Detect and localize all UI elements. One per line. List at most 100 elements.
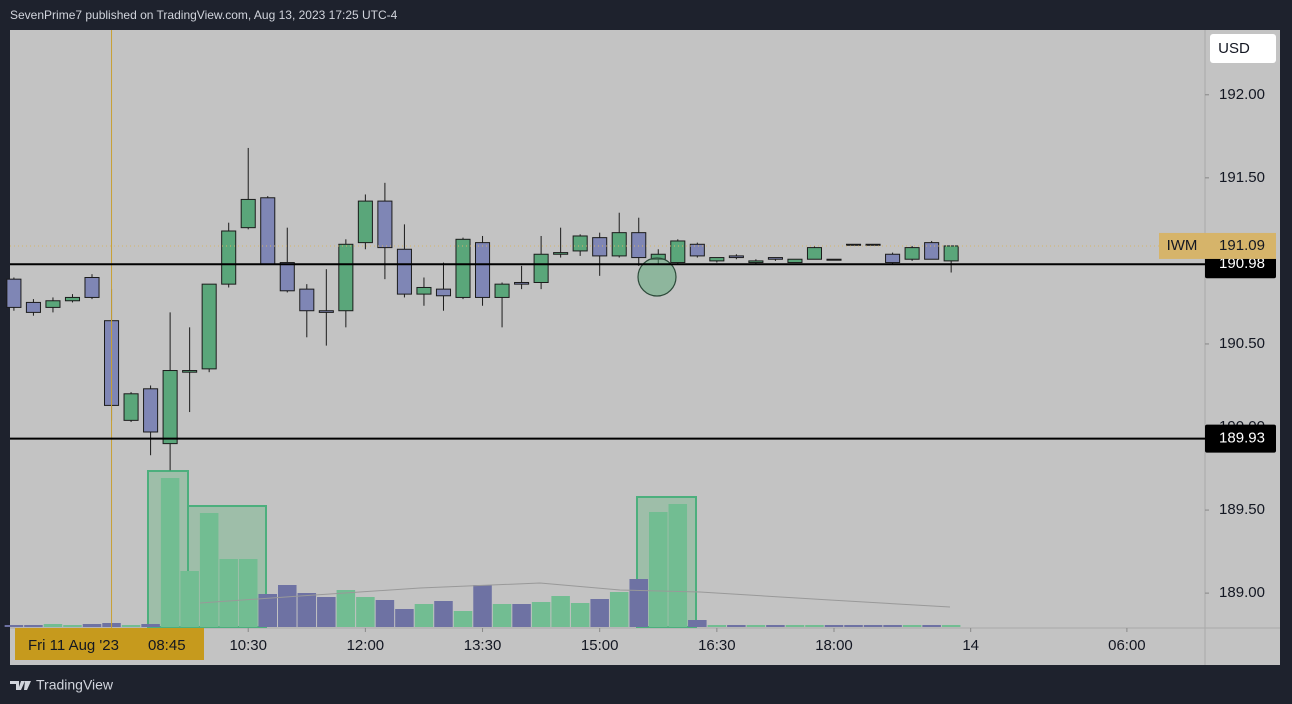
- volume-bar: [863, 625, 883, 627]
- candle-body: [592, 237, 608, 257]
- crosshair-date: Fri 11 Aug '23: [28, 637, 119, 654]
- candle-body: [533, 253, 549, 283]
- candle-body: [514, 281, 530, 285]
- plot-layer: 189.00189.50190.00190.50191.50192.0010:3…: [4, 30, 1276, 660]
- x-tick-label: 06:00: [1108, 637, 1146, 654]
- symbol-label: IWM: [1167, 237, 1198, 254]
- price-label: 189.93: [1219, 430, 1265, 447]
- currency: USD: [1218, 40, 1250, 57]
- candle-body: [318, 310, 334, 313]
- candle-body: [45, 300, 61, 308]
- volume-bar: [82, 624, 102, 627]
- volume-bar: [63, 625, 82, 627]
- currency-box: [1210, 34, 1276, 63]
- price-label: 190.98: [1219, 255, 1265, 272]
- volume-bar: [219, 559, 238, 627]
- candle-body: [924, 242, 940, 260]
- last-price-box: [1205, 232, 1276, 259]
- volume-bar: [121, 625, 141, 627]
- volume-bar: [609, 592, 629, 627]
- volume-bar: [356, 597, 375, 627]
- symbol-box: [1159, 232, 1205, 259]
- x-tick-label: 10:30: [229, 637, 267, 654]
- volume-bar: [238, 559, 258, 627]
- candle-body: [377, 200, 393, 249]
- volume-bar: [24, 625, 43, 627]
- candle-body: [201, 283, 217, 370]
- volume-bar: [551, 596, 570, 627]
- candle-body: [709, 257, 725, 262]
- volume-bar: [180, 571, 199, 627]
- candle-body: [84, 277, 100, 298]
- volume-bar: [824, 625, 844, 627]
- volume-bar: [492, 604, 512, 627]
- volume-bar: [434, 601, 453, 627]
- candle-body: [338, 243, 354, 312]
- circle-drawing: [637, 257, 677, 297]
- candle-body: [689, 243, 705, 257]
- price-label-box: [1205, 424, 1276, 453]
- volume-bar: [941, 625, 961, 627]
- candle-body: [240, 198, 256, 229]
- candle-body: [221, 230, 237, 285]
- volume-bar: [805, 625, 824, 627]
- y-tick-label: 190.50: [1219, 335, 1265, 352]
- volume-bar: [766, 625, 785, 627]
- candle-body: [475, 242, 491, 298]
- volume-bar: [43, 624, 63, 627]
- candle-body: [553, 252, 569, 255]
- volume-bar: [453, 611, 473, 627]
- volume-bar: [844, 625, 863, 627]
- brand: TradingView: [36, 677, 114, 693]
- volume-bar: [278, 585, 297, 627]
- candle-body: [416, 286, 432, 295]
- last-price-label: 191.09: [1219, 237, 1265, 254]
- volume-bar: [668, 504, 688, 627]
- candle-body: [279, 262, 295, 292]
- volume-bar: [727, 625, 746, 627]
- y-tick-label: 192.00: [1219, 86, 1265, 103]
- x-tick-label: 16:30: [698, 637, 736, 654]
- y-tick-label: 189.00: [1219, 584, 1265, 601]
- brand-logo: [10, 681, 31, 690]
- candle-body: [631, 232, 647, 259]
- x-tick-label: 15:00: [581, 637, 619, 654]
- candle-body: [299, 288, 315, 312]
- volume-bar: [199, 513, 219, 627]
- volume-bar: [531, 602, 551, 627]
- volume-average: [199, 582, 951, 608]
- candle-body: [260, 197, 276, 265]
- candle-body: [826, 258, 842, 261]
- volume-bar: [785, 625, 805, 627]
- candle-body: [435, 288, 452, 297]
- volume-bar: [922, 625, 941, 627]
- candle-body: [885, 253, 901, 264]
- candle-body: [611, 232, 627, 257]
- volume-bar: [688, 620, 707, 627]
- volume-bar: [590, 599, 609, 627]
- x-tick-label: 12:00: [347, 637, 385, 654]
- volume-bar: [649, 512, 668, 627]
- candle-body: [182, 370, 198, 373]
- volume-bar: [160, 478, 180, 627]
- x-tick-label: 14: [962, 637, 979, 654]
- candle-body: [787, 258, 803, 264]
- candle-body: [64, 296, 81, 302]
- volume-bar: [473, 585, 492, 627]
- y-tick-label: 191.50: [1219, 169, 1265, 186]
- volume-bar: [746, 625, 766, 627]
- volume-bar: [336, 590, 356, 627]
- volume-bar: [707, 625, 727, 627]
- candle-body: [455, 238, 471, 298]
- candle-body: [123, 393, 139, 421]
- candle-body: [25, 301, 41, 313]
- header: SevenPrime7 published on TradingView.com…: [10, 8, 398, 22]
- candle-body: [6, 278, 22, 308]
- candle-body: [670, 240, 686, 264]
- volume-bar: [570, 603, 590, 627]
- volume-bar: [141, 624, 160, 627]
- volume-bar: [317, 597, 336, 627]
- y-tick-label: 189.50: [1219, 501, 1265, 518]
